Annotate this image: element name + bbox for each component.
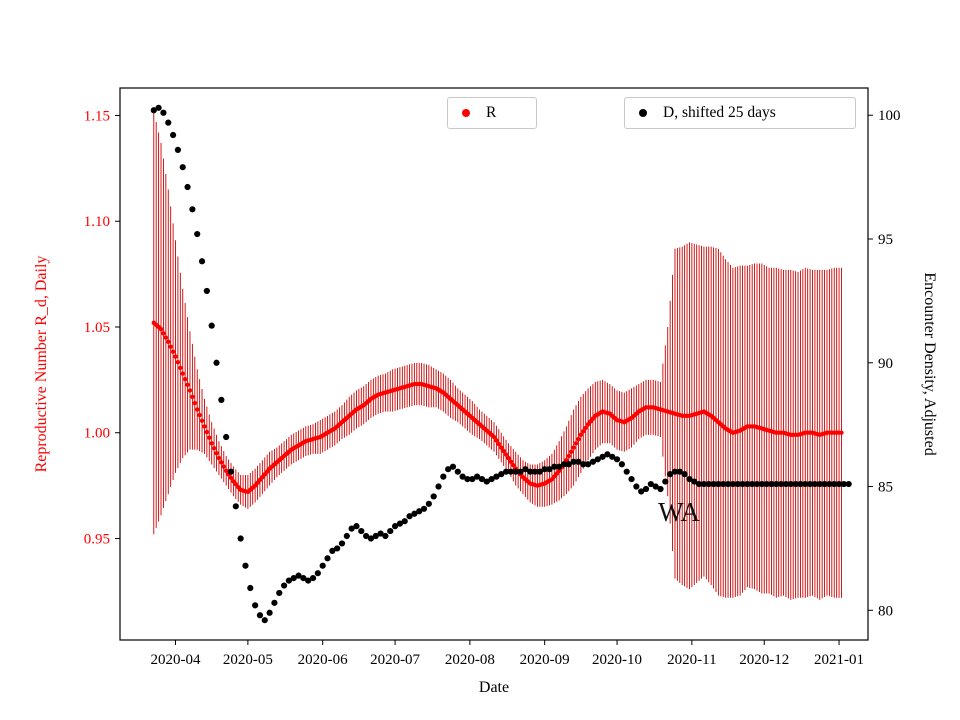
x-tick-label: 2020-11 xyxy=(667,652,716,668)
y-axis-label-right: Encounter Density, Adjusted xyxy=(921,272,938,455)
d-series-marker-icon xyxy=(639,109,647,117)
x-tick-label: 2020-10 xyxy=(592,652,642,668)
x-tick-label: 2021-01 xyxy=(814,652,864,668)
r-series-marker-icon xyxy=(462,109,470,117)
x-tick-label: 2020-09 xyxy=(520,652,570,668)
x-tick-label: 2020-08 xyxy=(445,652,495,668)
x-tick-label: 2020-07 xyxy=(370,652,420,668)
legend-box-r: R xyxy=(447,97,537,129)
state-annotation: WA xyxy=(658,497,700,527)
x-tick-label: 2020-05 xyxy=(223,652,273,668)
y-left-tick-label: 1.15 xyxy=(84,108,110,124)
y-left-tick-label: 1.10 xyxy=(84,214,110,230)
y-right-tick-label: 90 xyxy=(878,356,893,372)
y-right-tick-label: 100 xyxy=(878,108,901,124)
plot-area: 2020-04 2020-05 2020-06 2020-07 2020-08 2020-… xyxy=(84,87,901,668)
x-tick-label: 2020-04 xyxy=(150,652,200,668)
x-tick-label: 2020-06 xyxy=(298,652,348,668)
legend-d-label: D, shifted 25 days xyxy=(663,104,776,121)
legend-r-label: R xyxy=(486,104,497,121)
y-left-tick-label: 1.05 xyxy=(84,320,110,336)
y-left-tick-label: 1.00 xyxy=(84,426,110,442)
legend-box-d: D, shifted 25 days xyxy=(624,97,856,129)
x-tick-label: 2020-12 xyxy=(739,652,789,668)
y-right-tick-label: 95 xyxy=(878,232,893,248)
y-right-tick-label: 85 xyxy=(878,480,893,496)
x-axis-label: Date xyxy=(479,679,509,696)
y-left-tick-label: 0.95 xyxy=(84,531,110,547)
y-axis-label-left: Reproductive Number R_d, Daily xyxy=(33,256,50,473)
y-right-tick-label: 80 xyxy=(878,603,893,619)
